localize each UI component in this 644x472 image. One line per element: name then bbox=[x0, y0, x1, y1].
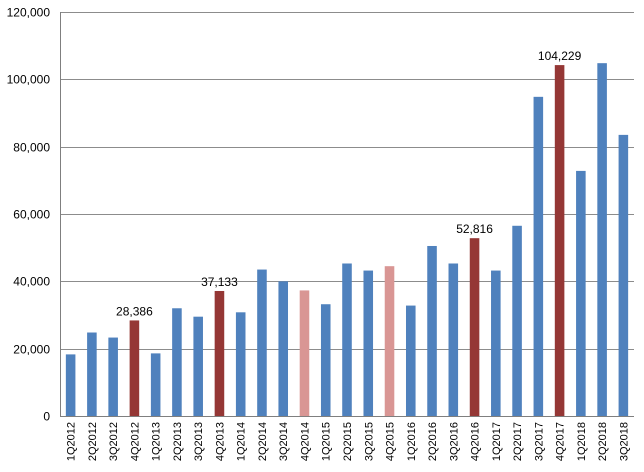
bar bbox=[278, 281, 289, 416]
x-tick-label: 4Q2013 bbox=[214, 422, 226, 461]
bar bbox=[533, 96, 544, 416]
x-tick-label: 4Q2016 bbox=[470, 422, 482, 461]
data-label: 104,229 bbox=[538, 49, 582, 63]
y-tick-label: 40,000 bbox=[13, 275, 50, 289]
bar bbox=[597, 63, 607, 416]
data-label: 28,386 bbox=[116, 304, 153, 318]
bar bbox=[618, 134, 629, 416]
bar bbox=[108, 337, 118, 416]
x-tick-label: 2Q2013 bbox=[172, 422, 184, 461]
data-label: 52,816 bbox=[456, 222, 493, 236]
x-tick-label: 2Q2018 bbox=[597, 422, 609, 461]
bar bbox=[491, 270, 501, 416]
bar bbox=[576, 170, 586, 416]
y-tick-label: 100,000 bbox=[7, 73, 51, 87]
bar bbox=[257, 269, 267, 416]
x-tick-label: 2Q2016 bbox=[427, 422, 439, 461]
bar bbox=[342, 263, 352, 416]
x-tick-label: 4Q2017 bbox=[555, 422, 567, 461]
x-tick-label: 3Q2015 bbox=[363, 422, 375, 461]
x-tick-label: 1Q2017 bbox=[491, 422, 503, 461]
bar bbox=[427, 245, 437, 416]
x-tick-label: 1Q2013 bbox=[151, 422, 163, 461]
y-axis-tick-labels: 0 20,000 40,000 60,000 80,000 100,000 120,000 bbox=[7, 6, 51, 424]
x-tick-label: 3Q2016 bbox=[448, 422, 460, 461]
data-label: 37,133 bbox=[201, 275, 238, 289]
x-tick-label: 2Q2015 bbox=[342, 422, 354, 461]
x-tick-label: 2Q2014 bbox=[257, 422, 269, 461]
x-tick-label: 1Q2018 bbox=[576, 422, 588, 461]
bar bbox=[235, 312, 246, 416]
y-tick-label: 60,000 bbox=[13, 208, 50, 222]
bar bbox=[512, 225, 522, 416]
bar bbox=[448, 263, 459, 416]
x-tick-label: 1Q2015 bbox=[321, 422, 333, 461]
y-tick-label: 80,000 bbox=[13, 141, 50, 155]
bar bbox=[554, 65, 565, 416]
bar bbox=[384, 266, 395, 416]
x-tick-label: 3Q2014 bbox=[278, 422, 290, 461]
x-tick-label: 2Q2017 bbox=[512, 422, 524, 461]
bar bbox=[214, 290, 225, 416]
x-tick-label: 1Q2014 bbox=[236, 422, 248, 461]
y-tick-label: 20,000 bbox=[13, 343, 50, 357]
bar bbox=[87, 332, 97, 416]
x-tick-label: 4Q2014 bbox=[299, 422, 311, 461]
x-tick-label: 3Q2017 bbox=[533, 422, 545, 461]
bars bbox=[65, 63, 629, 416]
bar bbox=[320, 304, 331, 416]
bar bbox=[150, 353, 161, 416]
x-tick-label: 3Q2012 bbox=[108, 422, 120, 461]
y-tick-label: 0 bbox=[43, 410, 50, 424]
bar bbox=[405, 305, 416, 416]
bar bbox=[469, 238, 480, 416]
x-tick-label: 3Q2013 bbox=[193, 422, 205, 461]
x-tick-label: 1Q2012 bbox=[66, 422, 78, 461]
y-tick-label: 120,000 bbox=[7, 6, 51, 20]
x-tick-label: 2Q2012 bbox=[87, 422, 99, 461]
bar bbox=[193, 316, 203, 416]
axes bbox=[60, 12, 634, 417]
data-labels: 28,386 37,133 52,816 104,229 bbox=[116, 49, 582, 318]
x-tick-label: 3Q2018 bbox=[618, 422, 630, 461]
bar bbox=[129, 320, 140, 416]
bar bbox=[299, 290, 310, 416]
x-tick-label: 4Q2015 bbox=[385, 422, 397, 461]
x-axis-tick-labels: 1Q2012 2Q2012 3Q2012 4Q2012 1Q2013 2Q2013 3Q20… bbox=[66, 422, 631, 461]
x-tick-label: 1Q2016 bbox=[406, 422, 418, 461]
bar bbox=[65, 354, 76, 416]
bar bbox=[172, 308, 182, 416]
x-tick-label: 4Q2012 bbox=[129, 422, 141, 461]
bar bbox=[363, 270, 374, 416]
